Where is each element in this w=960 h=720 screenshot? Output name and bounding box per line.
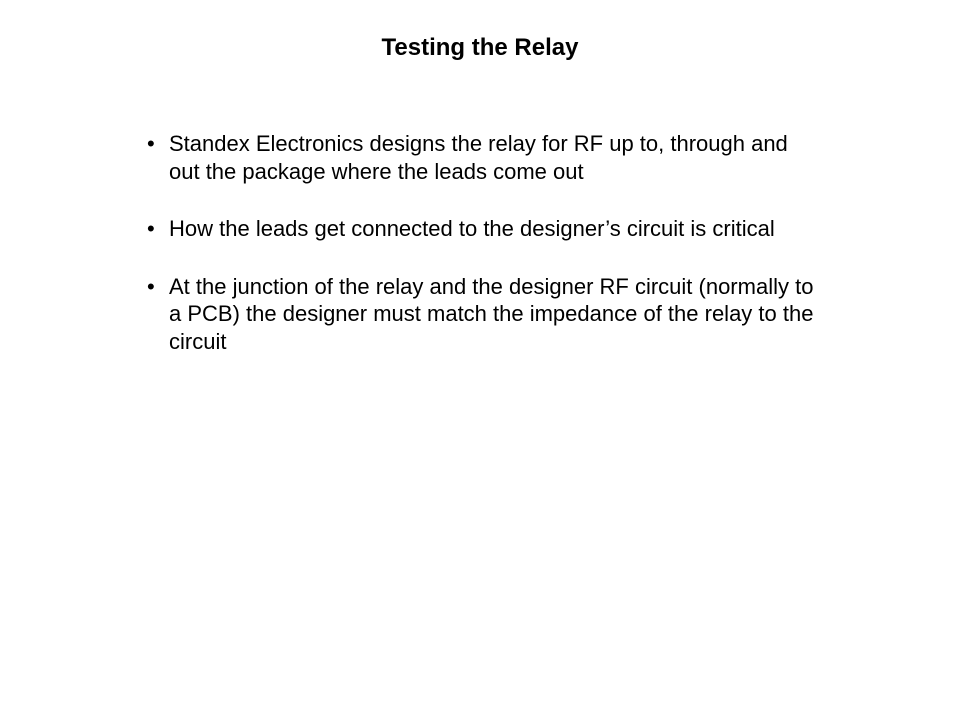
bullet-item: How the leads get connected to the desig… (145, 215, 815, 243)
slide: Testing the Relay Standex Electronics de… (0, 0, 960, 720)
bullet-item: At the junction of the relay and the des… (145, 273, 815, 356)
slide-title: Testing the Relay (0, 34, 960, 62)
slide-body: Standex Electronics designs the relay fo… (145, 130, 815, 385)
bullet-list: Standex Electronics designs the relay fo… (145, 130, 815, 355)
bullet-item: Standex Electronics designs the relay fo… (145, 130, 815, 185)
